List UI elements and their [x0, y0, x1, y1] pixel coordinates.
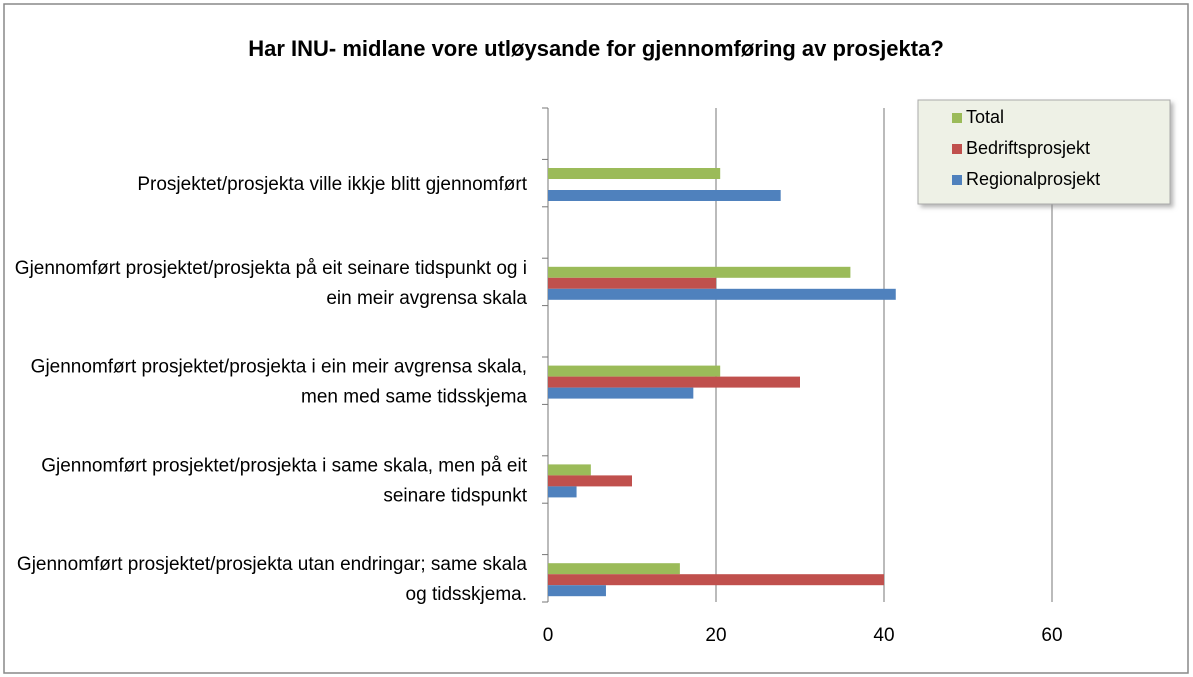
legend-label: Bedriftsprosjekt — [966, 138, 1090, 158]
bar — [548, 376, 800, 388]
bar — [548, 475, 632, 487]
bar — [548, 574, 884, 586]
x-tick-label: 60 — [1041, 625, 1062, 646]
bar — [548, 387, 694, 399]
bar — [548, 277, 716, 289]
legend-swatch — [952, 144, 962, 154]
x-tick-label: 0 — [543, 625, 554, 646]
bar — [548, 266, 851, 278]
y-tick-label: Gjennomført prosjektet/prosjekta på eit … — [15, 258, 528, 309]
bar — [548, 190, 781, 201]
y-tick-label: Gjennomført prosjektet/prosjekta i same … — [41, 455, 527, 506]
bar — [548, 288, 896, 300]
y-tick-label: Gjennomført prosjektet/prosjekta utan en… — [17, 554, 528, 605]
legend-swatch — [952, 113, 962, 123]
bar — [548, 365, 721, 377]
y-tick-label: Gjennomført prosjektet/prosjekta i ein m… — [31, 357, 528, 408]
legend-swatch — [952, 175, 962, 185]
bar — [548, 464, 591, 476]
legend-label: Regionalprosjekt — [966, 169, 1100, 189]
y-tick-label: Prosjektet/prosjekta ville ikkje blitt g… — [137, 174, 527, 195]
bar — [548, 168, 721, 179]
legend-label: Total — [966, 107, 1004, 127]
x-tick-label: 40 — [873, 625, 894, 646]
x-tick-label: 20 — [705, 625, 726, 646]
chart-title: Har INU- midlane vore utløysande for gje… — [248, 36, 944, 61]
bar — [548, 563, 680, 575]
bar — [548, 486, 577, 498]
bar — [548, 585, 606, 597]
